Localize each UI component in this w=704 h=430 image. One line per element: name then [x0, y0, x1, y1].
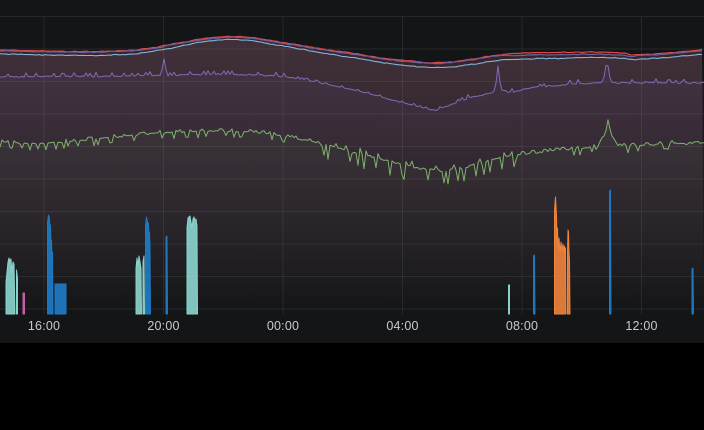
series-spike-blue-bursts: [165, 235, 168, 315]
series-spike-teal-bursts: [135, 255, 142, 315]
x-tick-label: 04:00: [386, 319, 419, 333]
x-tick-label: 00:00: [266, 319, 300, 333]
series-spike-blue-bursts: [533, 254, 536, 315]
series-spike-teal-bursts: [16, 269, 18, 315]
series-line-upper-red: [0, 35, 703, 64]
series-line-green-noisy: [0, 119, 704, 185]
x-tick-label: 16:00: [27, 319, 61, 333]
series-spike-teal-bursts: [5, 257, 16, 315]
x-axis: 16:00 20:00 00:00 04:00 08:00 12:00: [0, 319, 704, 339]
black-bottom-band: [0, 343, 704, 430]
plot-area[interactable]: [0, 0, 704, 343]
series-spike-blue-bursts: [54, 283, 67, 315]
series-spike-orange-bursts: [554, 196, 567, 315]
x-tick-label: 08:00: [505, 319, 539, 333]
series-line-upper-purple: [0, 36, 703, 65]
series-spike-pink-burst: [22, 292, 25, 315]
x-tick-label: 20:00: [147, 319, 180, 333]
series-spike-orange-bursts: [567, 229, 571, 315]
series-spike-teal-bursts: [142, 255, 145, 315]
series-spike-teal-bursts: [186, 215, 198, 315]
series-fill-green-noisy: [0, 119, 704, 314]
series-spike-blue-bursts: [691, 267, 694, 315]
series-spike-blue-bursts: [609, 189, 612, 315]
series-spike-teal-bursts: [508, 284, 510, 315]
series-line-upper-blue: [0, 38, 703, 69]
time-series-chart[interactable]: [0, 0, 704, 343]
graph-panel: 16:00 20:00 00:00 04:00 08:00 12:00: [0, 0, 704, 343]
series-line-mid-purple-jagged: [0, 58, 704, 111]
series-spike-blue-bursts: [145, 216, 151, 315]
x-tick-label: 12:00: [625, 319, 658, 333]
series-spike-blue-bursts: [47, 214, 54, 315]
